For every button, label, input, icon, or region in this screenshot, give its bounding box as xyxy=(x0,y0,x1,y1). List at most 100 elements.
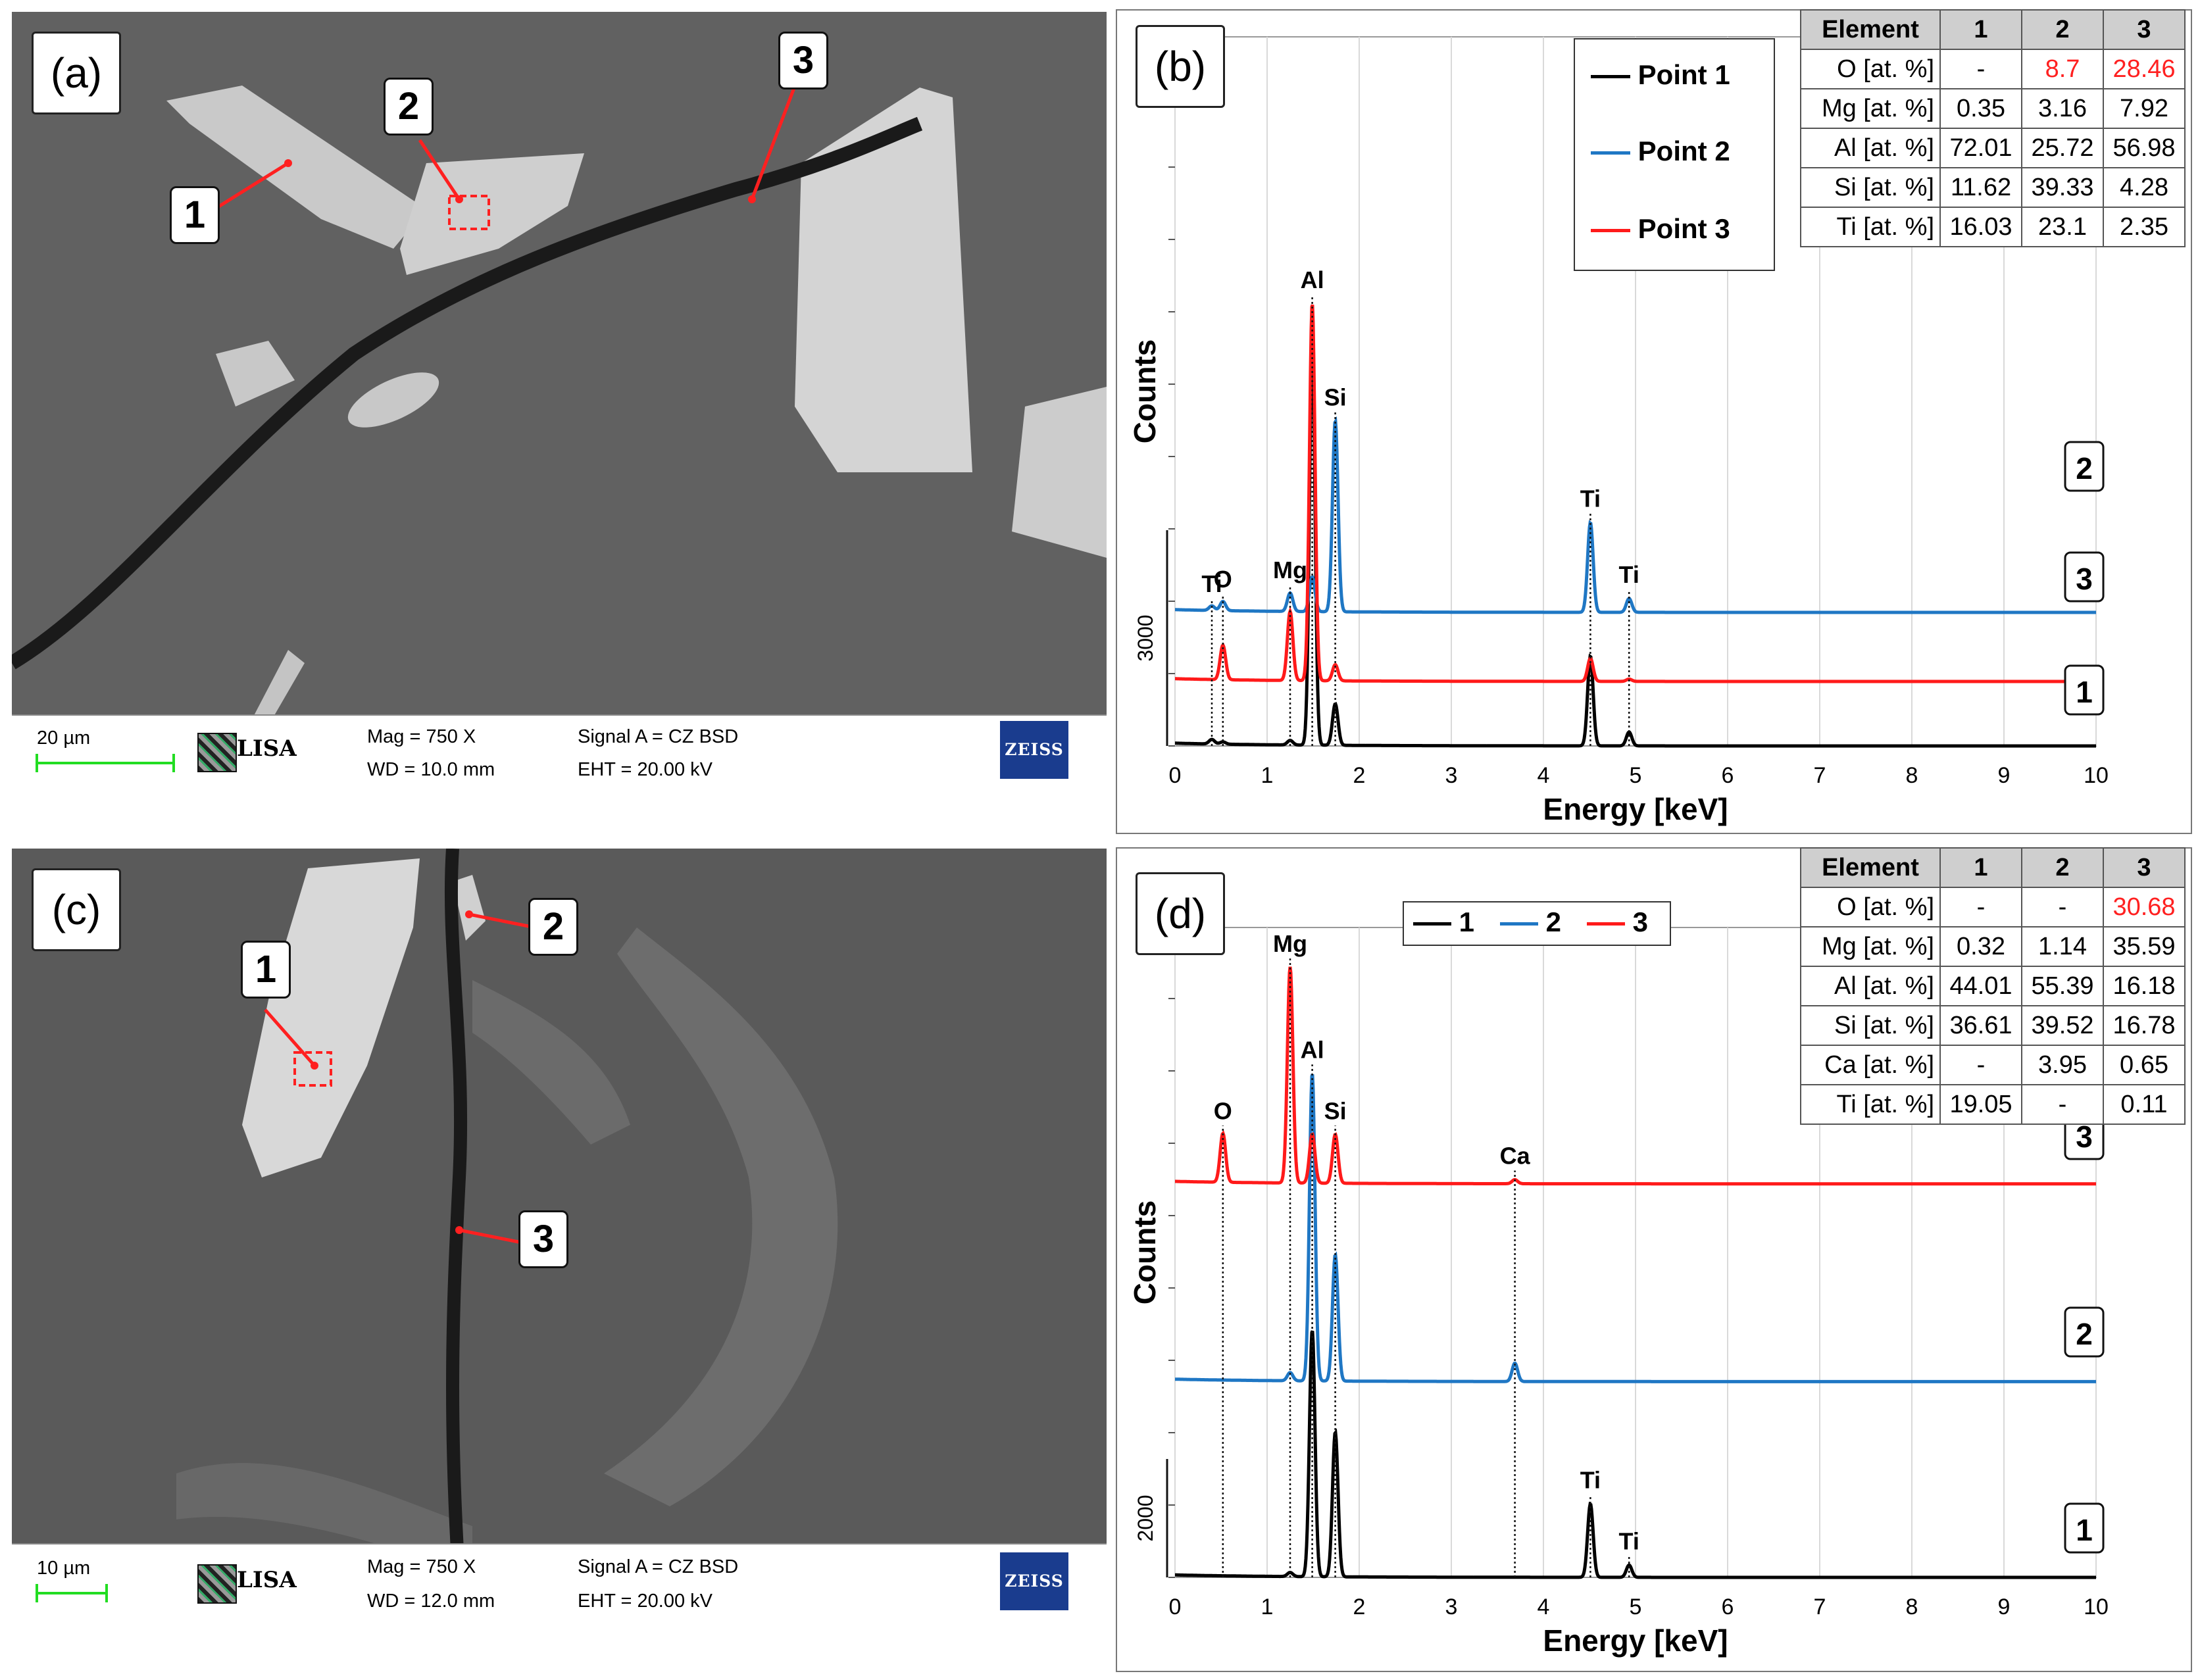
callout-point-3: 3 xyxy=(518,1210,568,1268)
peak-label: Si xyxy=(1324,1097,1347,1124)
series-line-point-2 xyxy=(1175,416,2096,614)
sem-infobar-c: 10 µm LISA Mag = 750 X WD = 12.0 mm Sign… xyxy=(12,1543,1107,1672)
scale-bar-cap-right xyxy=(172,754,175,772)
callout-point-1: 1 xyxy=(170,186,220,244)
x-tick-label: 0 xyxy=(1169,1594,1182,1619)
x-tick-label: 2 xyxy=(1353,763,1366,788)
table-cell: 0.32 xyxy=(1939,926,2022,967)
table-cell: 39.33 xyxy=(2021,167,2104,208)
x-tick-label: 7 xyxy=(1814,1594,1826,1619)
curve-tag-box xyxy=(2064,664,2105,716)
x-tick-label: 8 xyxy=(1906,1594,1918,1619)
table-cell: 16.03 xyxy=(1939,207,2022,247)
x-tick-label: 10 xyxy=(2084,1594,2109,1619)
eds-chart-b: 0 1 2 3 4 5 6 7 8 9 10 Energy [keV] Counts Ti O Mg Al Si T… xyxy=(1116,9,2192,834)
table-row: Al [at. %] 72.01 25.72 56.98 xyxy=(1800,128,2186,168)
table-cell: 19.05 xyxy=(1939,1084,2022,1125)
table-cell: Mg [at. %] xyxy=(1800,926,1941,967)
x-tick-label: 4 xyxy=(1538,1594,1550,1619)
scale-label: 20 µm xyxy=(37,728,91,749)
sem-image-a: (a) 1 2 3 20 µm LISA Mag = 750 X WD = 10… xyxy=(12,12,1107,835)
table-cell: 16.18 xyxy=(2103,966,2186,1006)
peak-label: Ti xyxy=(1619,1527,1639,1554)
table-cell: Si [at. %] xyxy=(1800,1005,1941,1046)
panel-label-c: (c) xyxy=(32,868,121,951)
x-axis-label: Energy [keV] xyxy=(1543,1623,1728,1658)
peak-label: Mg xyxy=(1273,556,1307,583)
mag-text: Mag = 750 X xyxy=(367,1556,476,1577)
table-cell: 28.46 xyxy=(2103,49,2186,89)
table-cell: 25.72 xyxy=(2021,128,2104,168)
peak-label: Ti xyxy=(1619,561,1639,588)
composition-table-b: Element 1 2 3 O [at. %] - 8.7 28.46 Mg [… xyxy=(1800,9,2186,247)
panel-label-d: (d) xyxy=(1136,872,1225,955)
table-cell: 30.68 xyxy=(2103,887,2186,927)
series-line-1 xyxy=(1175,1330,2096,1579)
curve-tag-label: 2 xyxy=(2076,451,2093,485)
callout-point-2: 2 xyxy=(528,898,578,956)
peak-label: Al xyxy=(1301,1036,1324,1063)
table-cell: 2.35 xyxy=(2103,207,2186,247)
x-tick-label: 3 xyxy=(1445,763,1458,788)
peak-label: Ti xyxy=(1580,1466,1601,1493)
curve-tag-box xyxy=(2064,1306,2105,1358)
table-cell: 1.14 xyxy=(2021,926,2104,967)
table-header: Element xyxy=(1800,847,1941,888)
x-axis-label: Energy [keV] xyxy=(1543,792,1728,826)
table-cell: Al [at. %] xyxy=(1800,128,1941,168)
callout-point-1: 1 xyxy=(241,941,291,999)
legend-label: Point 3 xyxy=(1638,213,1730,244)
eht-text: EHT = 20.00 kV xyxy=(578,759,712,780)
table-cell: Al [at. %] xyxy=(1800,966,1941,1006)
table-cell: 56.98 xyxy=(2103,128,2186,168)
signal-text: Signal A = CZ BSD xyxy=(578,1556,739,1577)
table-header: 3 xyxy=(2103,9,2186,50)
series-line-point-1 xyxy=(1175,343,2096,748)
x-tick-label: 8 xyxy=(1906,763,1918,788)
wd-text: WD = 10.0 mm xyxy=(367,759,495,780)
peak-label: Ca xyxy=(1500,1143,1531,1170)
table-cell: Mg [at. %] xyxy=(1800,88,1941,129)
scale-bar-cap-left xyxy=(36,1584,38,1602)
legend-swatch xyxy=(1413,922,1451,926)
crack-c xyxy=(444,849,472,1672)
curve-tag-label: 3 xyxy=(2076,1120,2093,1154)
zeiss-logo: ZEISS xyxy=(1000,721,1068,779)
curve-tag-label: 3 xyxy=(2076,562,2093,596)
peak-label: Mg xyxy=(1273,930,1307,957)
legend-label: 3 xyxy=(1632,906,1649,937)
table-cell: Ti [at. %] xyxy=(1800,1084,1941,1125)
legend-label: Point 1 xyxy=(1638,59,1730,90)
table-row: Ti [at. %] 16.03 23.1 2.35 xyxy=(1800,207,2186,247)
legend-label: Point 2 xyxy=(1638,136,1730,166)
series-line-2 xyxy=(1175,1074,2096,1383)
table-row: O [at. %] - - 30.68 xyxy=(1800,887,2186,927)
wd-text: WD = 12.0 mm xyxy=(367,1591,495,1612)
x-tick-label: 9 xyxy=(1998,763,2011,788)
x-tick-label: 5 xyxy=(1630,1594,1642,1619)
peak-label: Si xyxy=(1324,384,1347,411)
legend-item: 2 xyxy=(1500,906,1561,938)
scale-bar-cap-right xyxy=(105,1584,108,1602)
table-header-row: Element 1 2 3 xyxy=(1800,9,2186,50)
x-tick-label: 3 xyxy=(1445,1594,1458,1619)
legend-item: 3 xyxy=(1587,906,1648,938)
table-cell: O [at. %] xyxy=(1800,887,1941,927)
crack-a xyxy=(12,116,923,670)
legend-item: 1 xyxy=(1413,906,1474,938)
curve-tag-label: 2 xyxy=(2076,1317,2093,1351)
series-line-3 xyxy=(1175,966,2096,1186)
table-cell: 72.01 xyxy=(1939,128,2022,168)
curve-tag-box xyxy=(2064,1502,2105,1554)
table-row: Mg [at. %] 0.32 1.14 35.59 xyxy=(1800,926,2186,967)
table-cell: 35.59 xyxy=(2103,926,2186,967)
table-cell: O [at. %] xyxy=(1800,49,1941,89)
table-row: O [at. %] - 8.7 28.46 xyxy=(1800,49,2186,89)
grain-2 xyxy=(400,153,584,275)
table-cell: - xyxy=(2021,887,2104,927)
sem-micrograph-a xyxy=(12,12,1107,835)
y-axis-label: Counts xyxy=(1128,1200,1162,1304)
table-cell: - xyxy=(2021,1084,2104,1125)
legend-swatch xyxy=(1587,922,1625,926)
legend-b: Point 1 Point 2 Point 3 xyxy=(1574,38,1775,271)
